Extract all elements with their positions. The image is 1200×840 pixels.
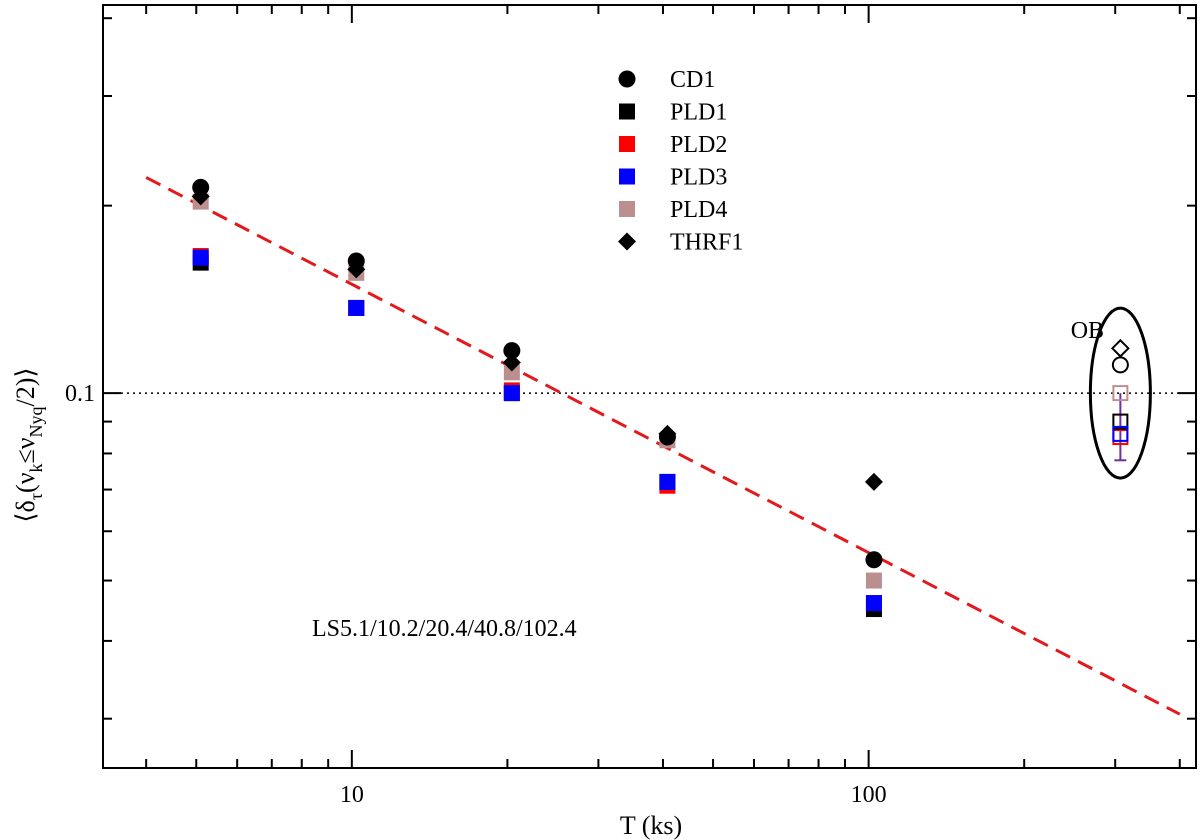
plot-frame	[102, 4, 1197, 769]
point-pld4	[865, 572, 882, 589]
y-label-nu-sub-k: k	[26, 464, 46, 473]
ob-point-thrf1	[1110, 338, 1130, 358]
ob-point-pld4	[1112, 385, 1129, 402]
legend-label: PLD2	[670, 132, 727, 158]
legend-marker	[618, 232, 636, 251]
y-axis-label: ⟨δτ(νk≤νNyq/2)⟩	[11, 367, 46, 522]
y-label-open: ⟨	[11, 512, 40, 522]
point-cd1	[658, 428, 676, 446]
point-pld3	[659, 473, 676, 490]
y-label-nu2: ν	[11, 437, 40, 449]
ob-label: OB	[1071, 318, 1104, 344]
point-thrf1	[864, 472, 883, 491]
legend-marker	[619, 201, 635, 217]
point-thrf1	[502, 353, 521, 372]
legend-label: CD1	[670, 67, 715, 93]
point-pld4	[503, 364, 520, 381]
x-axis-label: T (ks)	[620, 811, 682, 840]
legend-item-pld1: PLD1	[619, 100, 727, 126]
axis-ticks: 10 100 0.1	[65, 5, 1196, 808]
legend-label: PLD3	[670, 165, 727, 191]
point-pld3	[865, 595, 882, 612]
legend-marker	[619, 168, 635, 185]
legend-item-thrf1: THRF1	[618, 230, 743, 256]
y-label-delta-sub: τ	[26, 493, 46, 500]
legend-label: PLD1	[670, 100, 727, 126]
y-label-nu: ν	[11, 472, 40, 484]
x-tick-label: 10	[340, 782, 364, 808]
legend: CD1 PLD1 PLD2 PLD3 PLD4 THRF1	[618, 67, 743, 256]
annotation-label: LS5.1/10.2/20.4/40.8/102.4	[312, 616, 577, 642]
legend-label: PLD4	[670, 197, 727, 223]
point-cd1	[347, 252, 365, 270]
point-pld3	[503, 385, 520, 402]
point-pld3	[348, 299, 365, 316]
y-label-leq: ≤	[11, 449, 40, 463]
y-label-tail: /2)	[11, 378, 40, 407]
legend-marker	[619, 103, 635, 120]
ob-group: OB	[1071, 306, 1152, 480]
y-label-close: ⟩	[11, 367, 40, 377]
ob-point-pld1	[1112, 413, 1129, 430]
legend-marker	[618, 70, 636, 88]
legend-marker	[619, 136, 635, 152]
legend-item-pld4: PLD4	[619, 197, 727, 223]
ob-point-cd1	[1111, 356, 1129, 374]
point-cd1	[865, 551, 883, 569]
y-label-delta: δ	[11, 500, 40, 512]
legend-item-cd1: CD1	[618, 67, 715, 93]
y-label-paren: (	[11, 484, 40, 493]
legend-item-pld2: PLD2	[619, 132, 727, 158]
point-cd1	[192, 178, 210, 196]
point-cd1	[503, 342, 521, 360]
data-points	[191, 178, 883, 618]
y-label-nu-sub-nyq: Nyq	[26, 406, 46, 437]
ob-point-pld3	[1112, 425, 1129, 442]
point-pld3	[192, 249, 209, 266]
legend-label: THRF1	[670, 230, 743, 256]
y-tick-label: 0.1	[65, 381, 95, 407]
ob-ellipse	[1088, 306, 1152, 480]
legend-item-pld3: PLD3	[619, 165, 727, 191]
x-tick-label: 100	[851, 782, 887, 808]
